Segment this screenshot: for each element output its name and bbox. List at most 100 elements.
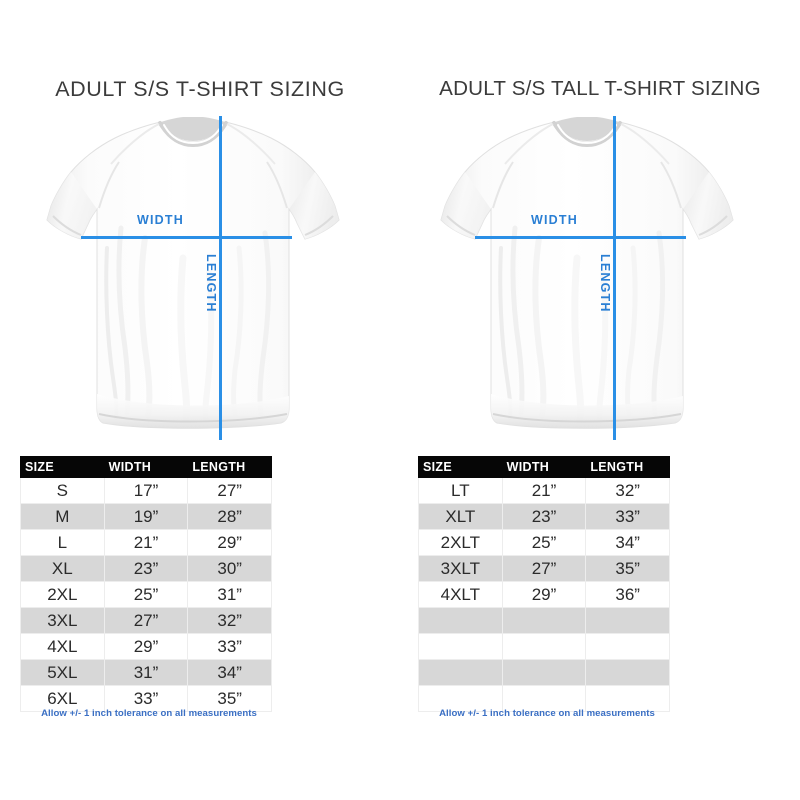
titles-row: ADULT S/S T-SHIRT SIZING ADULT S/S TALL … [0, 72, 800, 106]
cell-length: 33” [187, 633, 272, 660]
panel-adult-ss: WIDTH LENGTH SIZE WIDTH LENGTH S 17” 27”… [8, 108, 398, 728]
cell-width: 25” [501, 529, 587, 556]
table-row: S 17” 27” [20, 477, 272, 504]
panel-title-tall: ADULT S/S TALL T-SHIRT SIZING [439, 77, 761, 100]
table-row: 4XLT 29” 36” [418, 581, 670, 608]
cell-size: 5XL [20, 659, 105, 686]
cell-length: 34” [585, 529, 670, 556]
cell-size: 6XL [20, 685, 105, 712]
column-header-length: LENGTH [187, 456, 272, 478]
cell-length [585, 659, 670, 686]
tshirt-illustration-icon [440, 117, 734, 429]
length-label: LENGTH [598, 254, 612, 313]
cell-length [585, 685, 670, 712]
length-measure-line [613, 116, 616, 440]
cell-width: 27” [103, 607, 189, 634]
cell-length: 32” [585, 477, 670, 504]
cell-length [585, 607, 670, 634]
cell-width: 23” [501, 503, 587, 530]
cell-size: XLT [418, 503, 503, 530]
cell-width: 19” [103, 503, 189, 530]
cell-length: 36” [585, 581, 670, 608]
cell-width: 31” [103, 659, 189, 686]
size-table-body: LT 21” 32” XLT 23” 33” 2XLT 25” 34” 3XLT… [418, 477, 670, 712]
table-row: M 19” 28” [20, 503, 272, 530]
table-row: L 21” 29” [20, 529, 272, 556]
table-row: XLT 23” 33” [418, 503, 670, 530]
table-row-empty [418, 659, 670, 686]
table-row: 2XLT 25” 34” [418, 529, 670, 556]
cell-size: 4XLT [418, 581, 503, 608]
cell-length: 29” [187, 529, 272, 556]
table-header-row: SIZE WIDTH LENGTH [20, 456, 272, 478]
tolerance-note: Allow +/- 1 inch tolerance on all measur… [41, 708, 257, 719]
cell-size: LT [418, 477, 503, 504]
column-header-width: WIDTH [501, 456, 587, 478]
cell-size: 3XLT [418, 555, 503, 582]
table-row: XL 23” 30” [20, 555, 272, 582]
table-row: 4XL 29” 33” [20, 633, 272, 660]
cell-width: 25” [103, 581, 189, 608]
column-header-width: WIDTH [103, 456, 189, 478]
cell-length: 35” [187, 685, 272, 712]
tshirt-diagram-tall: WIDTH LENGTH [427, 108, 767, 448]
panel-title-standard: ADULT S/S T-SHIRT SIZING [55, 77, 345, 101]
cell-size: M [20, 503, 105, 530]
cell-width: 29” [501, 581, 587, 608]
size-table-standard: SIZE WIDTH LENGTH S 17” 27” M 19” 28” L [20, 456, 272, 712]
cell-length [585, 633, 670, 660]
table-row: 2XL 25” 31” [20, 581, 272, 608]
table-row: LT 21” 32” [418, 477, 670, 504]
table-row-empty [418, 633, 670, 660]
cell-width: 21” [103, 529, 189, 556]
length-label: LENGTH [204, 254, 218, 313]
cell-width [501, 607, 587, 634]
cell-size [418, 607, 503, 634]
cell-size: XL [20, 555, 105, 582]
table-row: 5XL 31” 34” [20, 659, 272, 686]
cell-size: 3XL [20, 607, 105, 634]
cell-size: S [20, 477, 105, 504]
size-table-head: SIZE WIDTH LENGTH [418, 456, 670, 478]
cell-size: L [20, 529, 105, 556]
cell-size: 2XLT [418, 529, 503, 556]
width-label: WIDTH [137, 213, 184, 227]
width-label: WIDTH [531, 213, 578, 227]
length-measure-line [219, 116, 222, 440]
table-row: 3XLT 27” 35” [418, 555, 670, 582]
cell-length: 33” [585, 503, 670, 530]
column-header-size: SIZE [20, 456, 105, 478]
cell-width: 23” [103, 555, 189, 582]
cell-size: 2XL [20, 581, 105, 608]
column-header-length: LENGTH [585, 456, 670, 478]
cell-width: 29” [103, 633, 189, 660]
cell-size [418, 659, 503, 686]
table-row: 6XL 33” 35” [20, 685, 272, 712]
width-measure-line [81, 236, 292, 239]
cell-width: 17” [103, 477, 189, 504]
cell-length: 31” [187, 581, 272, 608]
cell-width [501, 633, 587, 660]
width-measure-line [475, 236, 686, 239]
cell-length: 35” [585, 555, 670, 582]
tshirt-illustration-icon [46, 117, 340, 429]
panel-adult-ss-tall: WIDTH LENGTH SIZE WIDTH LENGTH LT 21” 32… [402, 108, 792, 728]
table-row-empty [418, 685, 670, 712]
size-table-body: S 17” 27” M 19” 28” L 21” 29” XL 23” [20, 477, 272, 712]
cell-length: 34” [187, 659, 272, 686]
tolerance-note: Allow +/- 1 inch tolerance on all measur… [439, 708, 655, 719]
column-header-size: SIZE [418, 456, 503, 478]
cell-length: 28” [187, 503, 272, 530]
table-row: 3XL 27” 32” [20, 607, 272, 634]
cell-width: 21” [501, 477, 587, 504]
cell-width: 27” [501, 555, 587, 582]
tshirt-diagram-standard: WIDTH LENGTH [33, 108, 373, 448]
size-table-tall: SIZE WIDTH LENGTH LT 21” 32” XLT 23” 33”… [418, 456, 670, 712]
cell-length: 32” [187, 607, 272, 634]
cell-length: 30” [187, 555, 272, 582]
cell-length: 27” [187, 477, 272, 504]
table-header-row: SIZE WIDTH LENGTH [418, 456, 670, 478]
table-row-empty [418, 607, 670, 634]
cell-width [501, 659, 587, 686]
